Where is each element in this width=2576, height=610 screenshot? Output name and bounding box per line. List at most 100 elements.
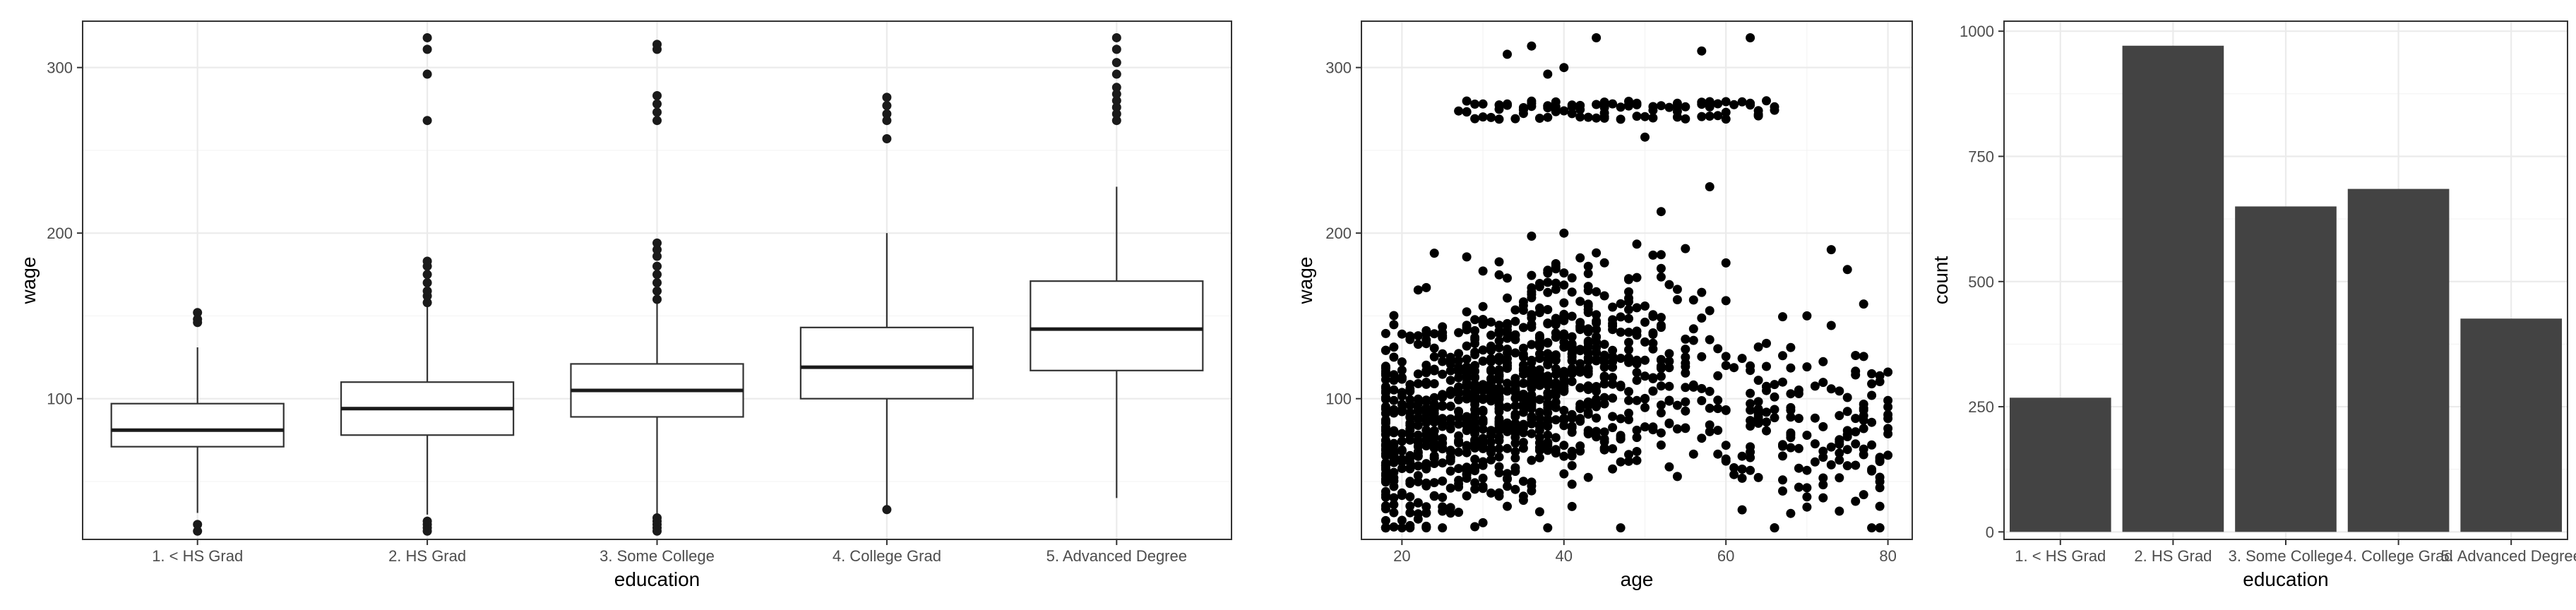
scatter-point — [1429, 478, 1439, 488]
scatter-point — [1648, 373, 1658, 383]
scatter-point — [1421, 379, 1431, 389]
scatter-point — [1624, 353, 1633, 363]
scatter-point — [1648, 386, 1658, 396]
scatter-point — [1688, 324, 1698, 334]
bar — [2235, 206, 2337, 532]
scatter-point — [1835, 435, 1844, 445]
scatter-point — [1713, 449, 1723, 459]
scatter-point — [1632, 368, 1642, 378]
scatter-point — [1656, 250, 1666, 260]
scatter-point — [1527, 283, 1537, 293]
scatter-point — [1746, 399, 1755, 409]
x-axis-title: age — [1621, 568, 1654, 590]
scatter-point — [1527, 102, 1537, 112]
x-axis-title: education — [2243, 568, 2328, 590]
scatter-point — [1551, 355, 1561, 365]
scatter-point — [1640, 355, 1650, 365]
scatter-point — [1543, 388, 1553, 398]
scatter-point — [1835, 473, 1844, 483]
scatter-point — [1648, 330, 1658, 339]
scatter-point — [1656, 371, 1666, 381]
panel-border — [1361, 20, 1913, 540]
scatter-point — [1559, 371, 1569, 381]
scatter-point — [1454, 479, 1464, 489]
scatter-point — [1656, 263, 1666, 273]
scatter-point — [1729, 463, 1739, 472]
scatter-point — [1842, 432, 1852, 441]
scatter-point — [1770, 405, 1779, 414]
scatter-point — [1656, 381, 1666, 391]
scatter-point — [1835, 455, 1844, 465]
box — [110, 402, 285, 448]
scatter-point — [1624, 328, 1633, 337]
scatter-point — [1494, 444, 1504, 454]
scatter-point — [1534, 376, 1544, 386]
scatter-point — [1494, 257, 1504, 267]
scatter-point — [1559, 298, 1569, 308]
scatter-point — [1608, 379, 1618, 389]
scatter-point — [1454, 438, 1464, 448]
scatter-point — [1462, 388, 1472, 397]
scatter-point — [1470, 349, 1480, 359]
scatter-point — [1867, 523, 1877, 533]
scatter-point — [1624, 275, 1633, 285]
scatter-point — [1794, 414, 1803, 424]
scatter-point — [1640, 132, 1650, 142]
scatter-point — [1786, 508, 1796, 518]
scatter-point — [1721, 296, 1731, 306]
scatter-point — [1624, 305, 1633, 314]
scatter-point — [1859, 405, 1868, 415]
scatter-point — [1559, 228, 1569, 238]
scatter-point — [1608, 302, 1618, 312]
scatter-point — [1632, 273, 1642, 282]
scatter-point — [1543, 349, 1553, 359]
scatter-point — [1389, 493, 1399, 503]
scatter-point — [1486, 426, 1496, 436]
scatter-point — [1534, 453, 1544, 462]
scatter-point — [1543, 103, 1553, 113]
scatter-point — [1575, 446, 1585, 456]
scatter-point — [1842, 445, 1852, 455]
scatter-point — [1616, 312, 1626, 322]
scatter-point — [1616, 381, 1626, 390]
x-tick-label: 20 — [1393, 547, 1410, 565]
scatter-point — [1583, 407, 1593, 417]
scatter-point — [1551, 313, 1561, 323]
scatter-point — [1486, 448, 1496, 458]
scatter-point — [1381, 418, 1390, 428]
scatter-point — [1575, 104, 1585, 114]
scatter-point — [1389, 395, 1399, 405]
scatter-point — [1543, 268, 1553, 278]
y-tick-label: 200 — [47, 225, 73, 242]
scatter-point — [1721, 114, 1731, 124]
scatter-point — [1381, 474, 1390, 484]
y-tick-label: 100 — [1325, 390, 1352, 408]
scatter-point — [1397, 523, 1407, 533]
scatter-point — [1478, 518, 1488, 527]
y-tick-label: 1000 — [1960, 23, 1994, 40]
scatter-point — [1494, 326, 1504, 336]
scatter-point — [1534, 443, 1544, 453]
x-tick-label: 3. Some College — [600, 547, 715, 565]
scatter-point — [1681, 423, 1690, 433]
scatter-point — [1534, 337, 1544, 347]
scatter-point — [1664, 280, 1674, 289]
scatter-point — [1713, 371, 1723, 381]
scatter-point — [1454, 106, 1464, 116]
scatter-point — [1608, 393, 1618, 403]
scatter-point — [1527, 481, 1537, 491]
scatter-point — [1567, 451, 1577, 461]
scatter-point — [1656, 354, 1666, 364]
scatter-point — [1413, 498, 1423, 508]
scatter-point — [1664, 363, 1674, 373]
scatter-point — [1551, 386, 1561, 396]
scatter-point — [1462, 252, 1472, 262]
scatter-point — [1397, 388, 1407, 397]
scatter-point — [1729, 470, 1739, 479]
scatter-point — [1421, 521, 1431, 531]
scatter-point — [1688, 380, 1698, 390]
scatter-point — [1713, 395, 1723, 405]
scatter-point — [1656, 323, 1666, 333]
scatter-point — [1746, 421, 1755, 431]
scatter-point — [1592, 33, 1602, 42]
